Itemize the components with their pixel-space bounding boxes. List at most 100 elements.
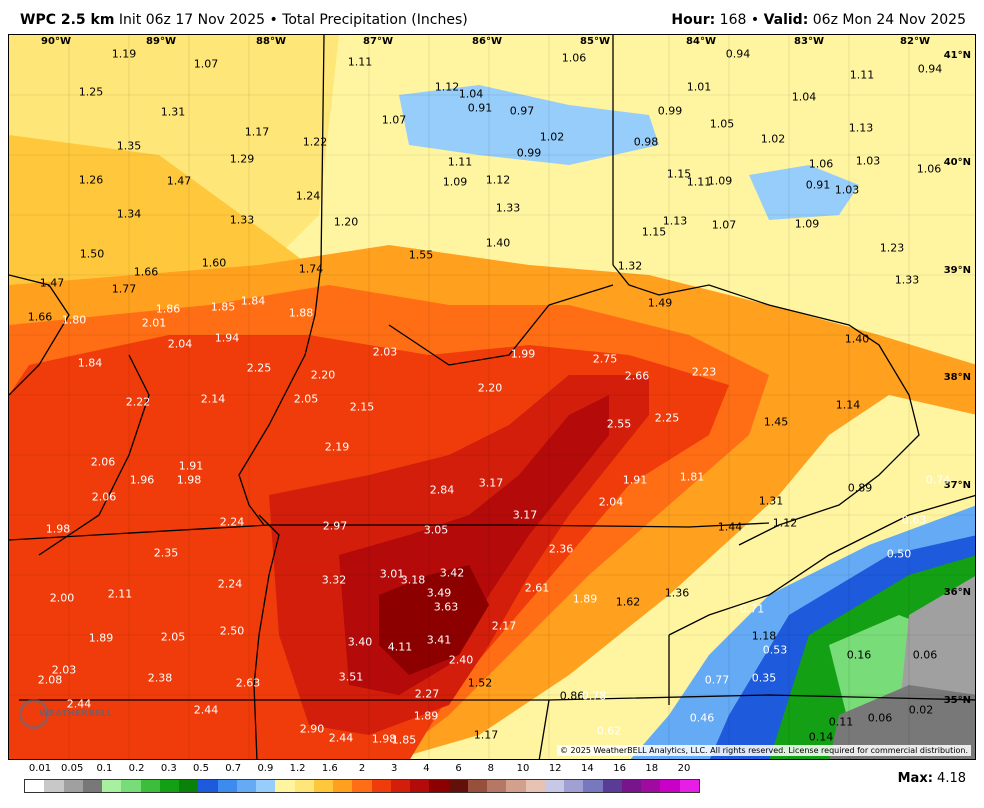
precip-value: 2.06	[91, 490, 117, 504]
precip-value: 0.98	[633, 135, 659, 149]
latitude-label: 41°N	[943, 50, 971, 61]
precip-value: 1.47	[166, 174, 192, 188]
precip-value: 2.19	[324, 440, 350, 454]
precip-value: 0.46	[689, 711, 715, 725]
legend-swatch	[448, 780, 468, 792]
legend-tick-label: 0.01	[28, 763, 52, 774]
precip-value: 2.03	[51, 663, 77, 677]
precip-value: 1.15	[666, 167, 692, 181]
precip-value: 1.77	[111, 282, 137, 296]
precip-value: 1.26	[78, 173, 104, 187]
precip-value: 2.24	[217, 577, 243, 591]
precip-value: 1.85	[391, 733, 417, 747]
precip-value: 2.05	[160, 630, 186, 644]
precip-value: 1.11	[347, 55, 373, 69]
precip-value: 0.63	[901, 513, 927, 527]
precip-value: 0.78	[581, 689, 607, 703]
legend-swatch	[371, 780, 391, 792]
legend-swatch	[467, 780, 487, 792]
logo-swirl-icon	[19, 699, 49, 729]
precip-value: 1.07	[711, 218, 737, 232]
precip-value: 1.44	[717, 520, 743, 534]
precip-value: 1.12	[772, 516, 798, 530]
legend-tick-label: 4	[423, 763, 430, 774]
legend-swatch	[410, 780, 430, 792]
precip-value: 1.91	[178, 459, 204, 473]
precip-value: 2.66	[624, 369, 650, 383]
legend-swatch	[525, 780, 545, 792]
precip-value: 1.09	[707, 174, 733, 188]
precip-value: 1.24	[295, 189, 321, 203]
legend-swatch	[217, 780, 237, 792]
precip-value: 1.13	[662, 214, 688, 228]
precip-value: 1.91	[622, 473, 648, 487]
precip-value: 1.07	[193, 57, 219, 71]
valid-bullet: •	[750, 12, 760, 28]
valid-label: Valid:	[763, 12, 809, 28]
legend-swatch	[63, 780, 83, 792]
precip-value: 2.97	[322, 519, 348, 533]
precip-value: 1.66	[133, 265, 159, 279]
precip-value: 1.01	[686, 80, 712, 94]
precip-value: 0.14	[808, 730, 834, 744]
precip-value: 1.23	[879, 241, 905, 255]
precip-value: 2.38	[147, 671, 173, 685]
longitude-label: 89°W	[146, 36, 176, 47]
precip-value: 2.44	[66, 697, 92, 711]
precip-value: 0.94	[917, 62, 943, 76]
precip-value: 1.11	[686, 175, 712, 189]
legend-tick-label: 8	[487, 763, 494, 774]
precip-value: 1.49	[647, 296, 673, 310]
precip-value: 1.07	[381, 113, 407, 127]
legend-swatch	[159, 780, 179, 792]
legend-swatch	[352, 780, 372, 792]
legend-tick-label: 0.05	[61, 763, 84, 774]
precip-value: 1.99	[510, 347, 536, 361]
precip-value: 1.98	[371, 732, 397, 746]
legend-swatch	[602, 780, 622, 792]
title-bullet: •	[269, 12, 278, 28]
precip-value: 1.98	[45, 522, 71, 536]
legend-swatch	[179, 780, 199, 792]
precip-value: 2.63	[235, 676, 261, 690]
precip-value: 1.09	[442, 175, 468, 189]
precip-value: 1.85	[210, 300, 236, 314]
legend-tick-label: 20	[677, 763, 691, 774]
precip-value: 0.50	[886, 547, 912, 561]
init-time: Init 06z 17 Nov 2025	[118, 12, 266, 28]
precip-value: 1.33	[495, 201, 521, 215]
precip-value: 2.01	[141, 316, 167, 330]
precip-value: 1.03	[834, 183, 860, 197]
precip-value: 2.15	[349, 400, 375, 414]
legend-swatch	[198, 780, 218, 792]
precip-value: 2.03	[372, 345, 398, 359]
legend-tick-label: 10	[516, 763, 530, 774]
precip-value: 1.40	[485, 236, 511, 250]
legend-swatch	[660, 780, 680, 792]
precip-value: 0.06	[912, 648, 938, 662]
precip-shading	[9, 35, 975, 759]
latitude-label: 38°N	[943, 372, 971, 383]
precip-value: 1.84	[240, 294, 266, 308]
precip-value: 1.36	[664, 586, 690, 600]
precip-value: 2.25	[654, 411, 680, 425]
precip-value: 1.84	[77, 356, 103, 370]
legend-tick-label: 0.2	[128, 763, 145, 774]
precip-value: 1.20	[333, 215, 359, 229]
precip-value: 0.16	[846, 648, 872, 662]
precip-value: 0.11	[828, 715, 854, 729]
legend-swatch	[487, 780, 507, 792]
legend-swatch	[140, 780, 160, 792]
precip-value: 2.84	[429, 483, 455, 497]
precip-value: 1.47	[39, 276, 65, 290]
legend-swatch	[429, 780, 449, 792]
precip-value: 2.20	[310, 368, 336, 382]
precip-value: 1.34	[116, 207, 142, 221]
legend-swatch	[25, 780, 45, 792]
precip-value: 1.80	[61, 313, 87, 327]
legend-ticks: 0.01 0.05 0.1 0.2 0.3 0.5 0.7 0.9 1.2 1.6 2 3 4 6 8 10 1…	[24, 763, 700, 777]
longitude-label: 85°W	[580, 36, 610, 47]
max-value-box: Max: 4.18	[898, 771, 966, 786]
header: WPC 2.5 km Init 06z 17 Nov 2025 • Total …	[0, 0, 984, 34]
legend-tick-label: 12	[548, 763, 562, 774]
